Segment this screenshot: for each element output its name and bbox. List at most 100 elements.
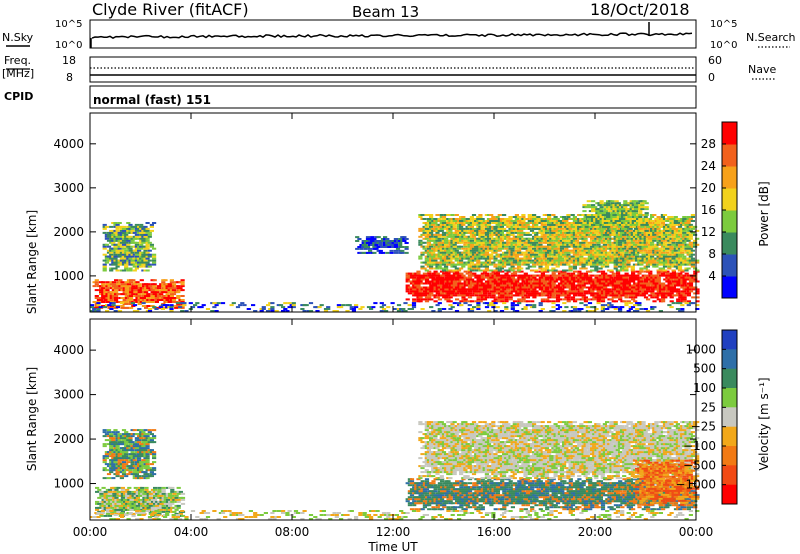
data-cell [104, 237, 109, 240]
data-cell [424, 280, 430, 283]
data-cell [688, 251, 693, 254]
data-cell [568, 227, 573, 230]
data-cell [557, 229, 562, 232]
data-cell [607, 241, 612, 244]
data-cell [602, 241, 607, 244]
data-cell [106, 245, 112, 248]
data-cell [677, 267, 683, 270]
data-cell [656, 298, 661, 301]
data-cell [147, 235, 152, 238]
data-cell [572, 237, 577, 240]
data-cell [422, 247, 427, 250]
data-cell [557, 243, 562, 246]
data-cell [542, 222, 547, 224]
data-cell [581, 218, 586, 220]
data-cell [583, 300, 588, 303]
data-cell [600, 270, 606, 273]
data-cell [618, 280, 623, 283]
data-cell [117, 245, 122, 248]
data-cell [139, 259, 144, 262]
data-cell [405, 280, 410, 283]
data-cell [549, 290, 554, 293]
data-cell [145, 222, 150, 224]
data-cell [545, 292, 550, 295]
data-cell [126, 243, 131, 246]
data-cell [440, 282, 445, 285]
data-cell [106, 257, 112, 260]
data-cell [94, 295, 99, 297]
data-cell [555, 274, 561, 277]
data-cell [519, 235, 524, 238]
data-cell [508, 296, 513, 299]
data-cell [485, 290, 490, 293]
data-cell [101, 283, 106, 286]
data-cell [549, 288, 554, 291]
data-cell [131, 287, 136, 290]
data-cell [570, 214, 575, 216]
data-cell [495, 272, 500, 275]
data-cell [489, 286, 494, 289]
data-cell [514, 218, 519, 220]
data-cell [489, 272, 494, 275]
data-cell [152, 257, 157, 260]
data-cell [493, 286, 498, 289]
data-cell [602, 243, 607, 246]
data-cell [152, 279, 157, 282]
data-cell [650, 216, 655, 218]
data-cell [559, 247, 565, 250]
data-cell [540, 286, 545, 289]
data-cell [461, 298, 466, 301]
data-cell [566, 214, 571, 216]
data-cell [665, 237, 670, 240]
data-cell [433, 296, 438, 299]
data-cell [652, 263, 657, 266]
data-cell [626, 265, 631, 268]
data-cell [650, 241, 655, 244]
data-cell [480, 278, 485, 281]
data-cell [433, 272, 438, 275]
data-cell [598, 237, 603, 240]
data-cell [92, 285, 97, 288]
data-cell [94, 283, 99, 286]
data-cell [517, 270, 522, 273]
data-cell [532, 247, 537, 250]
data-cell [121, 253, 127, 256]
data-cell [132, 249, 137, 252]
data-cell [139, 255, 144, 258]
data-cell [652, 261, 657, 264]
data-cell [365, 246, 371, 248]
data-cell [139, 297, 144, 299]
data-cell [603, 272, 608, 275]
data-cell [540, 261, 545, 264]
data-cell [135, 297, 140, 299]
data-cell [103, 291, 108, 294]
data-cell [551, 274, 556, 277]
data-cell [117, 239, 122, 242]
data-cell [457, 290, 462, 293]
data-cell [174, 301, 179, 303]
data-cell [508, 216, 513, 218]
data-cell [117, 259, 122, 262]
data-cell [680, 243, 685, 246]
data-cell [547, 300, 552, 303]
data-cell [600, 235, 605, 238]
data-cell [497, 294, 503, 297]
data-cell [650, 292, 655, 295]
data-cell [607, 278, 612, 281]
data-cell [534, 225, 539, 228]
data-cell [643, 249, 648, 252]
data-cell [525, 261, 530, 264]
data-cell [514, 214, 519, 216]
data-cell [105, 287, 110, 290]
data-cell [605, 265, 610, 268]
data-cell [551, 270, 556, 273]
data-cell [363, 247, 368, 250]
data-cell [120, 293, 125, 296]
data-cell [628, 296, 633, 299]
data-cell [676, 284, 681, 287]
data-cell [147, 233, 152, 236]
data-cell [624, 253, 629, 256]
data-cell [671, 218, 676, 220]
data-cell [682, 274, 687, 277]
data-cell [116, 305, 121, 307]
